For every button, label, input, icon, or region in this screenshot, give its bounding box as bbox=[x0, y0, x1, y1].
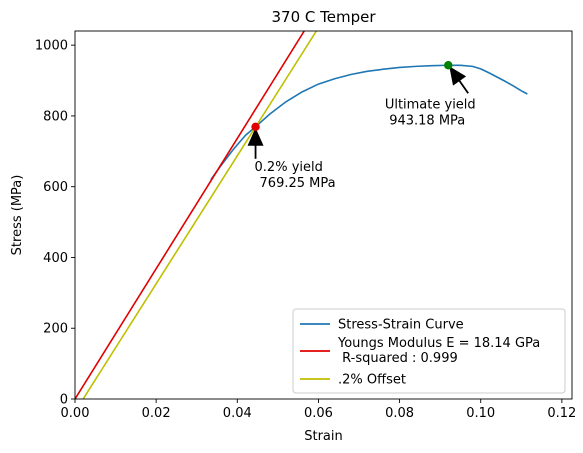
series-line-2-offset bbox=[82, 31, 318, 399]
x-tick-label: 0.10 bbox=[466, 406, 495, 421]
marker-0-2-yield bbox=[251, 122, 260, 132]
ultimate-label: Ultimate yield bbox=[385, 97, 476, 112]
x-tick-label: 0.08 bbox=[385, 406, 414, 421]
legend-box bbox=[292, 308, 566, 394]
legend: Stress-Strain Curve Youngs Modulus E = 1… bbox=[292, 308, 566, 394]
yield-arrow bbox=[247, 127, 264, 159]
x-axis: 0.00 0.02 0.04 0.06 0.08 0.10 0.12 bbox=[61, 399, 576, 421]
series-line-youngs-modulus-e-18-14-gpa bbox=[75, 31, 305, 399]
y-axis: 0 200 400 600 800 1000 bbox=[35, 39, 75, 408]
yield-value: 769.25 MPa bbox=[260, 176, 336, 191]
x-tick-label: 0.02 bbox=[142, 406, 171, 421]
y-tick-label: 600 bbox=[43, 180, 68, 195]
ultimate-arrow bbox=[448, 65, 469, 94]
legend-label-youngs-modulus: Youngs Modulus E = 18.14 GPa bbox=[337, 336, 540, 351]
x-tick-label: 0.00 bbox=[61, 406, 90, 421]
legend-label-offset: .2% Offset bbox=[338, 373, 406, 388]
x-tick-label: 0.12 bbox=[547, 406, 576, 421]
x-axis-label: Strain bbox=[304, 429, 343, 444]
y-axis-label: Stress (MPa) bbox=[10, 175, 25, 256]
marker-ultimate-yield bbox=[444, 61, 453, 70]
y-tick-label: 200 bbox=[43, 322, 68, 337]
y-tick-label: 800 bbox=[43, 109, 68, 124]
ultimate-value: 943.18 MPa bbox=[389, 113, 465, 128]
ultimate-arrow-head bbox=[449, 66, 467, 86]
y-tick-label: 1000 bbox=[35, 39, 68, 54]
y-tick-label: 0 bbox=[60, 393, 68, 408]
legend-label-stress-strain: Stress-Strain Curve bbox=[338, 318, 464, 333]
x-tick-label: 0.04 bbox=[223, 406, 252, 421]
chart-title: 370 C Temper bbox=[271, 8, 376, 26]
yield-label: 0.2% yield bbox=[255, 160, 323, 175]
plot-frame bbox=[74, 30, 573, 400]
yield-arrow-head bbox=[247, 127, 264, 146]
legend-label-r-squared: R-squared : 0.999 bbox=[338, 351, 458, 366]
y-tick-label: 400 bbox=[43, 251, 68, 266]
x-tick-label: 0.06 bbox=[304, 406, 333, 421]
